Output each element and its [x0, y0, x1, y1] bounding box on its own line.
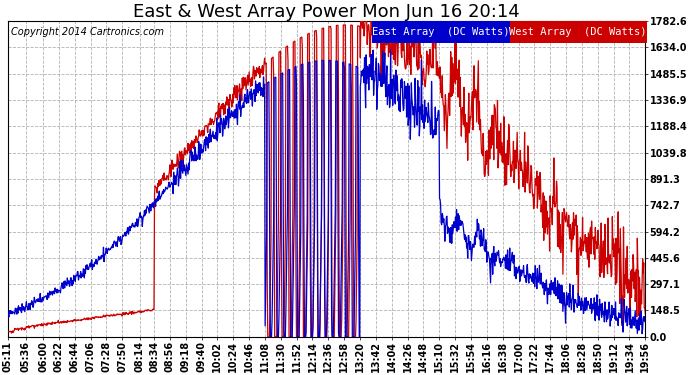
Bar — [373, 21, 509, 43]
Text: East Array  (DC Watts): East Array (DC Watts) — [372, 27, 510, 37]
Bar — [509, 21, 647, 43]
Text: West Array  (DC Watts): West Array (DC Watts) — [509, 27, 647, 37]
Text: Copyright 2014 Cartronics.com: Copyright 2014 Cartronics.com — [11, 27, 164, 37]
Title: East & West Array Power Mon Jun 16 20:14: East & West Array Power Mon Jun 16 20:14 — [133, 3, 520, 21]
